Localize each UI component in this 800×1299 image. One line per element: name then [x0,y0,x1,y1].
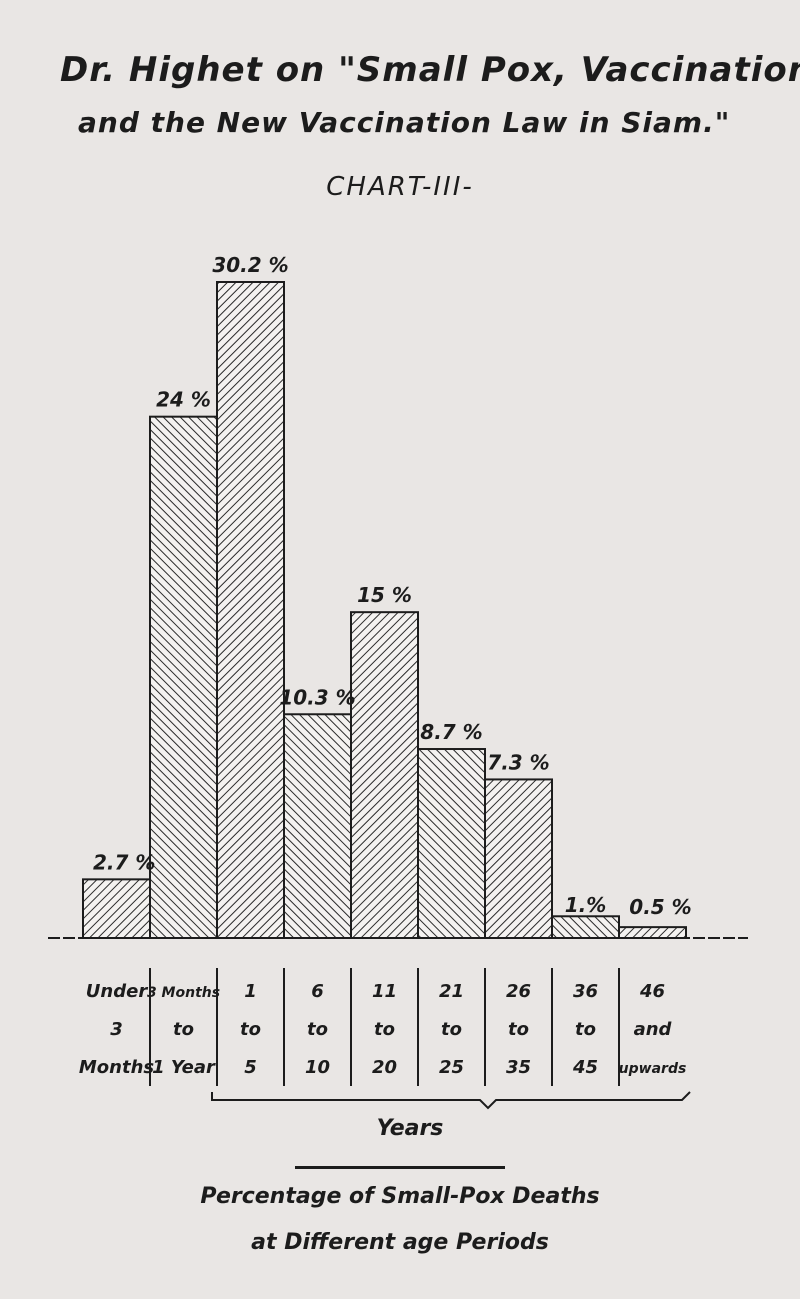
category-label-2-0: 1 [244,981,257,1002]
category-label-7-0: 36 [573,981,598,1002]
bar-5 [417,748,486,940]
category-label-6-0: 26 [506,981,531,1002]
data-label-6: 7.3 % [487,750,549,774]
data-label-5: 8.7 % [420,720,482,744]
chart-title-line-1: Dr. Highet on "Small Pox, Vaccination [60,50,800,90]
data-label-3: 10.3 % [279,685,355,709]
data-label-0: 2.7 % [93,850,155,874]
category-label-4-0: 11 [372,981,397,1002]
bar-0 [82,878,151,940]
bar-chart: 2.7 % 24 % 30.2 % 10.3 % 15 % 8.7 %7.3 % 1.% 0.… [48,253,748,1141]
category-label-8-2: upwards [619,1061,687,1077]
category-label-7-2: 45 [572,1057,598,1078]
category-label-7-1: to [575,1019,596,1040]
bar-7 [551,915,620,939]
bar-2 [216,281,285,939]
category-label-3-0: 6 [311,981,324,1002]
bars-group [82,281,687,940]
category-label-0-0: Under [86,981,149,1002]
category-label-4-1: to [374,1019,395,1040]
bar-1 [149,415,218,940]
category-label-6-1: to [508,1019,529,1040]
category-label-5-2: 25 [439,1057,464,1078]
data-label-8: 0.5 % [629,895,691,919]
category-label-0-1: 3 [110,1019,123,1040]
chart-label: CHART-III- [326,172,474,202]
bar-4 [350,611,419,939]
category-label-1-0: 3 Months [147,985,220,1001]
data-labels-group: 2.7 % 24 % 30.2 % 10.3 % 15 % 8.7 %7.3 % 1.% 0.… [93,253,692,919]
category-label-5-0: 21 [439,981,464,1002]
category-label-3-2: 10 [305,1057,330,1078]
data-label-4: 15 % [357,583,412,607]
caption-line-2: at Different age Periods [251,1230,549,1255]
bar-8 [618,926,687,940]
bar-6 [484,778,553,940]
category-label-2-2: 5 [244,1057,257,1078]
category-label-1-1: to [173,1019,194,1040]
caption-rule [295,1166,505,1169]
category-labels-group: Under 3 Months 3 Months to 1 Year 1 to 5 6 to 10 11 t… [79,968,686,1086]
category-label-8-1: and [634,1019,673,1040]
category-label-6-2: 35 [506,1057,531,1078]
bar-3 [283,713,352,939]
data-label-7: 1.% [565,893,607,917]
caption-line-1: Percentage of Small-Pox Deaths [200,1184,600,1209]
x-axis-label: Years [377,1116,444,1141]
data-label-2: 30.2 % [212,253,288,277]
category-label-2-1: to [240,1019,261,1040]
chart-title-line-2: and the New Vaccination Law in Siam." [78,106,731,139]
category-label-0-2: Months [79,1057,155,1078]
category-label-4-2: 20 [372,1057,397,1078]
category-label-8-0: 46 [639,981,665,1002]
data-label-1: 24 % [156,388,211,412]
category-label-1-2: 1 Year [152,1057,216,1078]
years-brace [211,1091,691,1110]
category-label-3-1: to [307,1019,328,1040]
category-label-5-1: to [441,1019,462,1040]
